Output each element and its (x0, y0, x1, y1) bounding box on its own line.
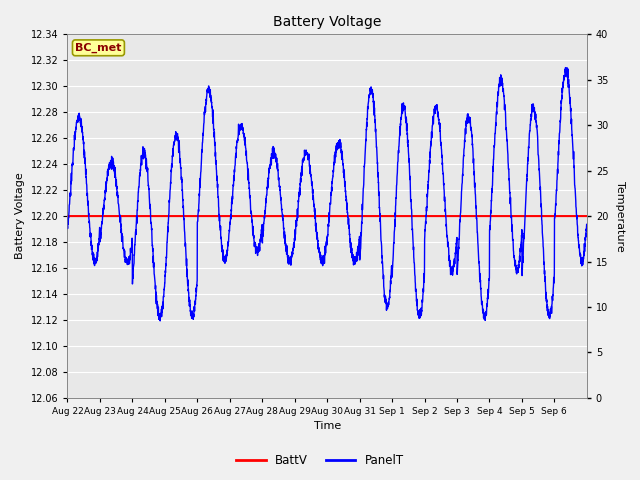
Text: BC_met: BC_met (76, 43, 122, 53)
Title: Battery Voltage: Battery Voltage (273, 15, 381, 29)
Y-axis label: Temperature: Temperature (615, 180, 625, 252)
X-axis label: Time: Time (314, 421, 340, 432)
Y-axis label: Battery Voltage: Battery Voltage (15, 173, 25, 260)
Legend: BattV, PanelT: BattV, PanelT (232, 449, 408, 472)
